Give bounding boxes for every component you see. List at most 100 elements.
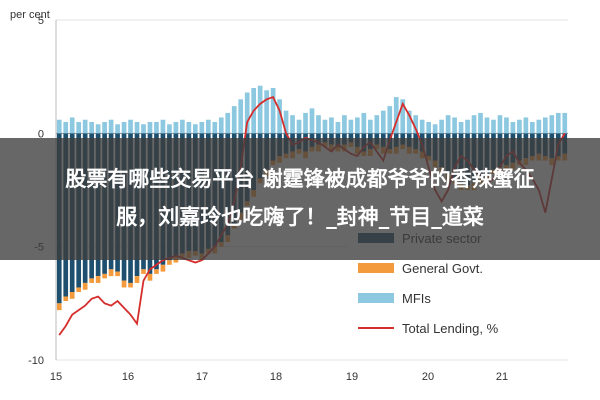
mfi-bar xyxy=(89,122,94,134)
mfi-bar xyxy=(173,122,179,134)
mfi-bar xyxy=(361,112,367,134)
mfi-bar xyxy=(536,119,542,134)
general-govt-bar xyxy=(121,280,127,288)
general-govt-bar xyxy=(147,273,153,281)
mfi-bar xyxy=(445,115,451,134)
mfi-bar xyxy=(510,122,516,134)
x-tick-label: 19 xyxy=(346,371,358,383)
mfi-bar xyxy=(426,122,431,134)
x-ticks: 15 16 17 18 19 20 21 xyxy=(50,371,508,383)
mfi-bar xyxy=(141,124,146,134)
mfi-bar xyxy=(517,119,522,134)
general-govt-bar xyxy=(115,271,120,277)
mfi-bar xyxy=(465,119,470,134)
mfi-bar xyxy=(549,115,555,134)
mfi-bar xyxy=(290,115,295,134)
mfi-bar xyxy=(555,112,561,134)
x-tick-label: 17 xyxy=(196,371,208,383)
mfi-bar xyxy=(56,119,62,134)
mfi-bar xyxy=(335,122,341,134)
mfi-bar xyxy=(406,110,412,134)
mfi-bar xyxy=(355,117,360,134)
mfi-bar xyxy=(368,119,373,134)
x-tick-label: 15 xyxy=(50,371,62,383)
mfi-bar xyxy=(108,119,114,134)
mfi-bar xyxy=(348,119,354,134)
mfi-bar xyxy=(342,115,347,134)
legend-label: MFIs xyxy=(402,291,431,306)
mfi-bar xyxy=(329,117,334,134)
mfi-bar xyxy=(296,119,302,134)
mfi-bar xyxy=(231,106,237,134)
legend-swatch xyxy=(358,263,394,273)
x-tick-label: 16 xyxy=(122,371,134,383)
mfi-bar xyxy=(322,119,328,134)
general-govt-bar xyxy=(167,260,172,265)
mfi-bar xyxy=(205,119,211,134)
mfi-bar xyxy=(212,122,218,134)
mfi-bar xyxy=(523,117,529,134)
mfi-bar xyxy=(244,92,250,134)
mfi-bar xyxy=(63,122,69,134)
mfi-bar xyxy=(400,99,406,134)
mfi-bar xyxy=(167,124,172,134)
mfi-bar xyxy=(95,124,101,134)
private-sector-bar xyxy=(348,133,354,143)
mfi-bar xyxy=(439,119,444,134)
mfi-bar xyxy=(283,110,289,134)
mfi-bar xyxy=(374,115,380,134)
legend-swatch xyxy=(358,293,394,303)
mfi-bar xyxy=(225,112,231,134)
mfi-bar xyxy=(413,115,419,134)
general-govt-bar xyxy=(160,264,166,272)
mfi-bar xyxy=(471,115,477,134)
mfi-bar xyxy=(458,122,464,134)
legend-label: Total Lending, % xyxy=(402,321,499,336)
mfi-bar xyxy=(419,119,425,134)
mfi-bar xyxy=(154,122,159,134)
mfi-bar xyxy=(160,119,166,134)
mfi-bar xyxy=(134,122,140,134)
mfi-bar xyxy=(257,85,263,134)
mfi-bar xyxy=(277,99,282,134)
mfi-bar xyxy=(497,115,503,134)
mfi-bar xyxy=(115,124,120,134)
mfi-bar xyxy=(102,122,107,134)
mfi-bar xyxy=(484,117,490,134)
mfi-bar xyxy=(452,117,457,134)
general-govt-bar xyxy=(95,276,101,283)
mfi-bar xyxy=(562,112,568,134)
mfi-bar xyxy=(270,88,276,134)
general-govt-bar xyxy=(82,282,88,290)
mfi-bar xyxy=(69,117,75,134)
mfi-bar xyxy=(121,122,127,134)
y-tick-label: -10 xyxy=(28,355,44,367)
mfi-bar xyxy=(82,119,88,134)
x-tick-label: 20 xyxy=(422,371,434,383)
general-govt-bar xyxy=(134,276,140,283)
general-govt-bar xyxy=(108,269,114,277)
mfi-bar xyxy=(180,119,185,134)
mfi-bar xyxy=(316,115,321,134)
mfi-bar xyxy=(147,122,153,134)
general-govt-bar xyxy=(76,287,82,292)
mfi-bar xyxy=(199,122,205,134)
mfi-bar xyxy=(303,112,308,134)
general-govt-bar xyxy=(141,269,146,274)
general-govt-bar xyxy=(102,273,107,279)
mfi-bar xyxy=(193,124,198,134)
mfi-bar xyxy=(387,106,393,134)
overlay-line-2: 服，刘嘉玲也吃嗨了！_封神_节目_道菜 xyxy=(116,205,484,229)
general-govt-bar xyxy=(89,278,94,283)
mfi-bar xyxy=(432,124,438,134)
mfi-bar xyxy=(491,119,496,134)
x-tick-label: 18 xyxy=(270,371,282,383)
mfi-bar xyxy=(380,110,386,134)
general-govt-bar xyxy=(69,292,75,299)
mfi-bar xyxy=(218,117,224,134)
y-tick-label: 0 xyxy=(38,128,44,140)
mfi-bar xyxy=(238,99,244,134)
general-govt-bar xyxy=(128,282,133,288)
private-sector-bar xyxy=(322,133,328,143)
general-govt-bar xyxy=(63,296,69,302)
